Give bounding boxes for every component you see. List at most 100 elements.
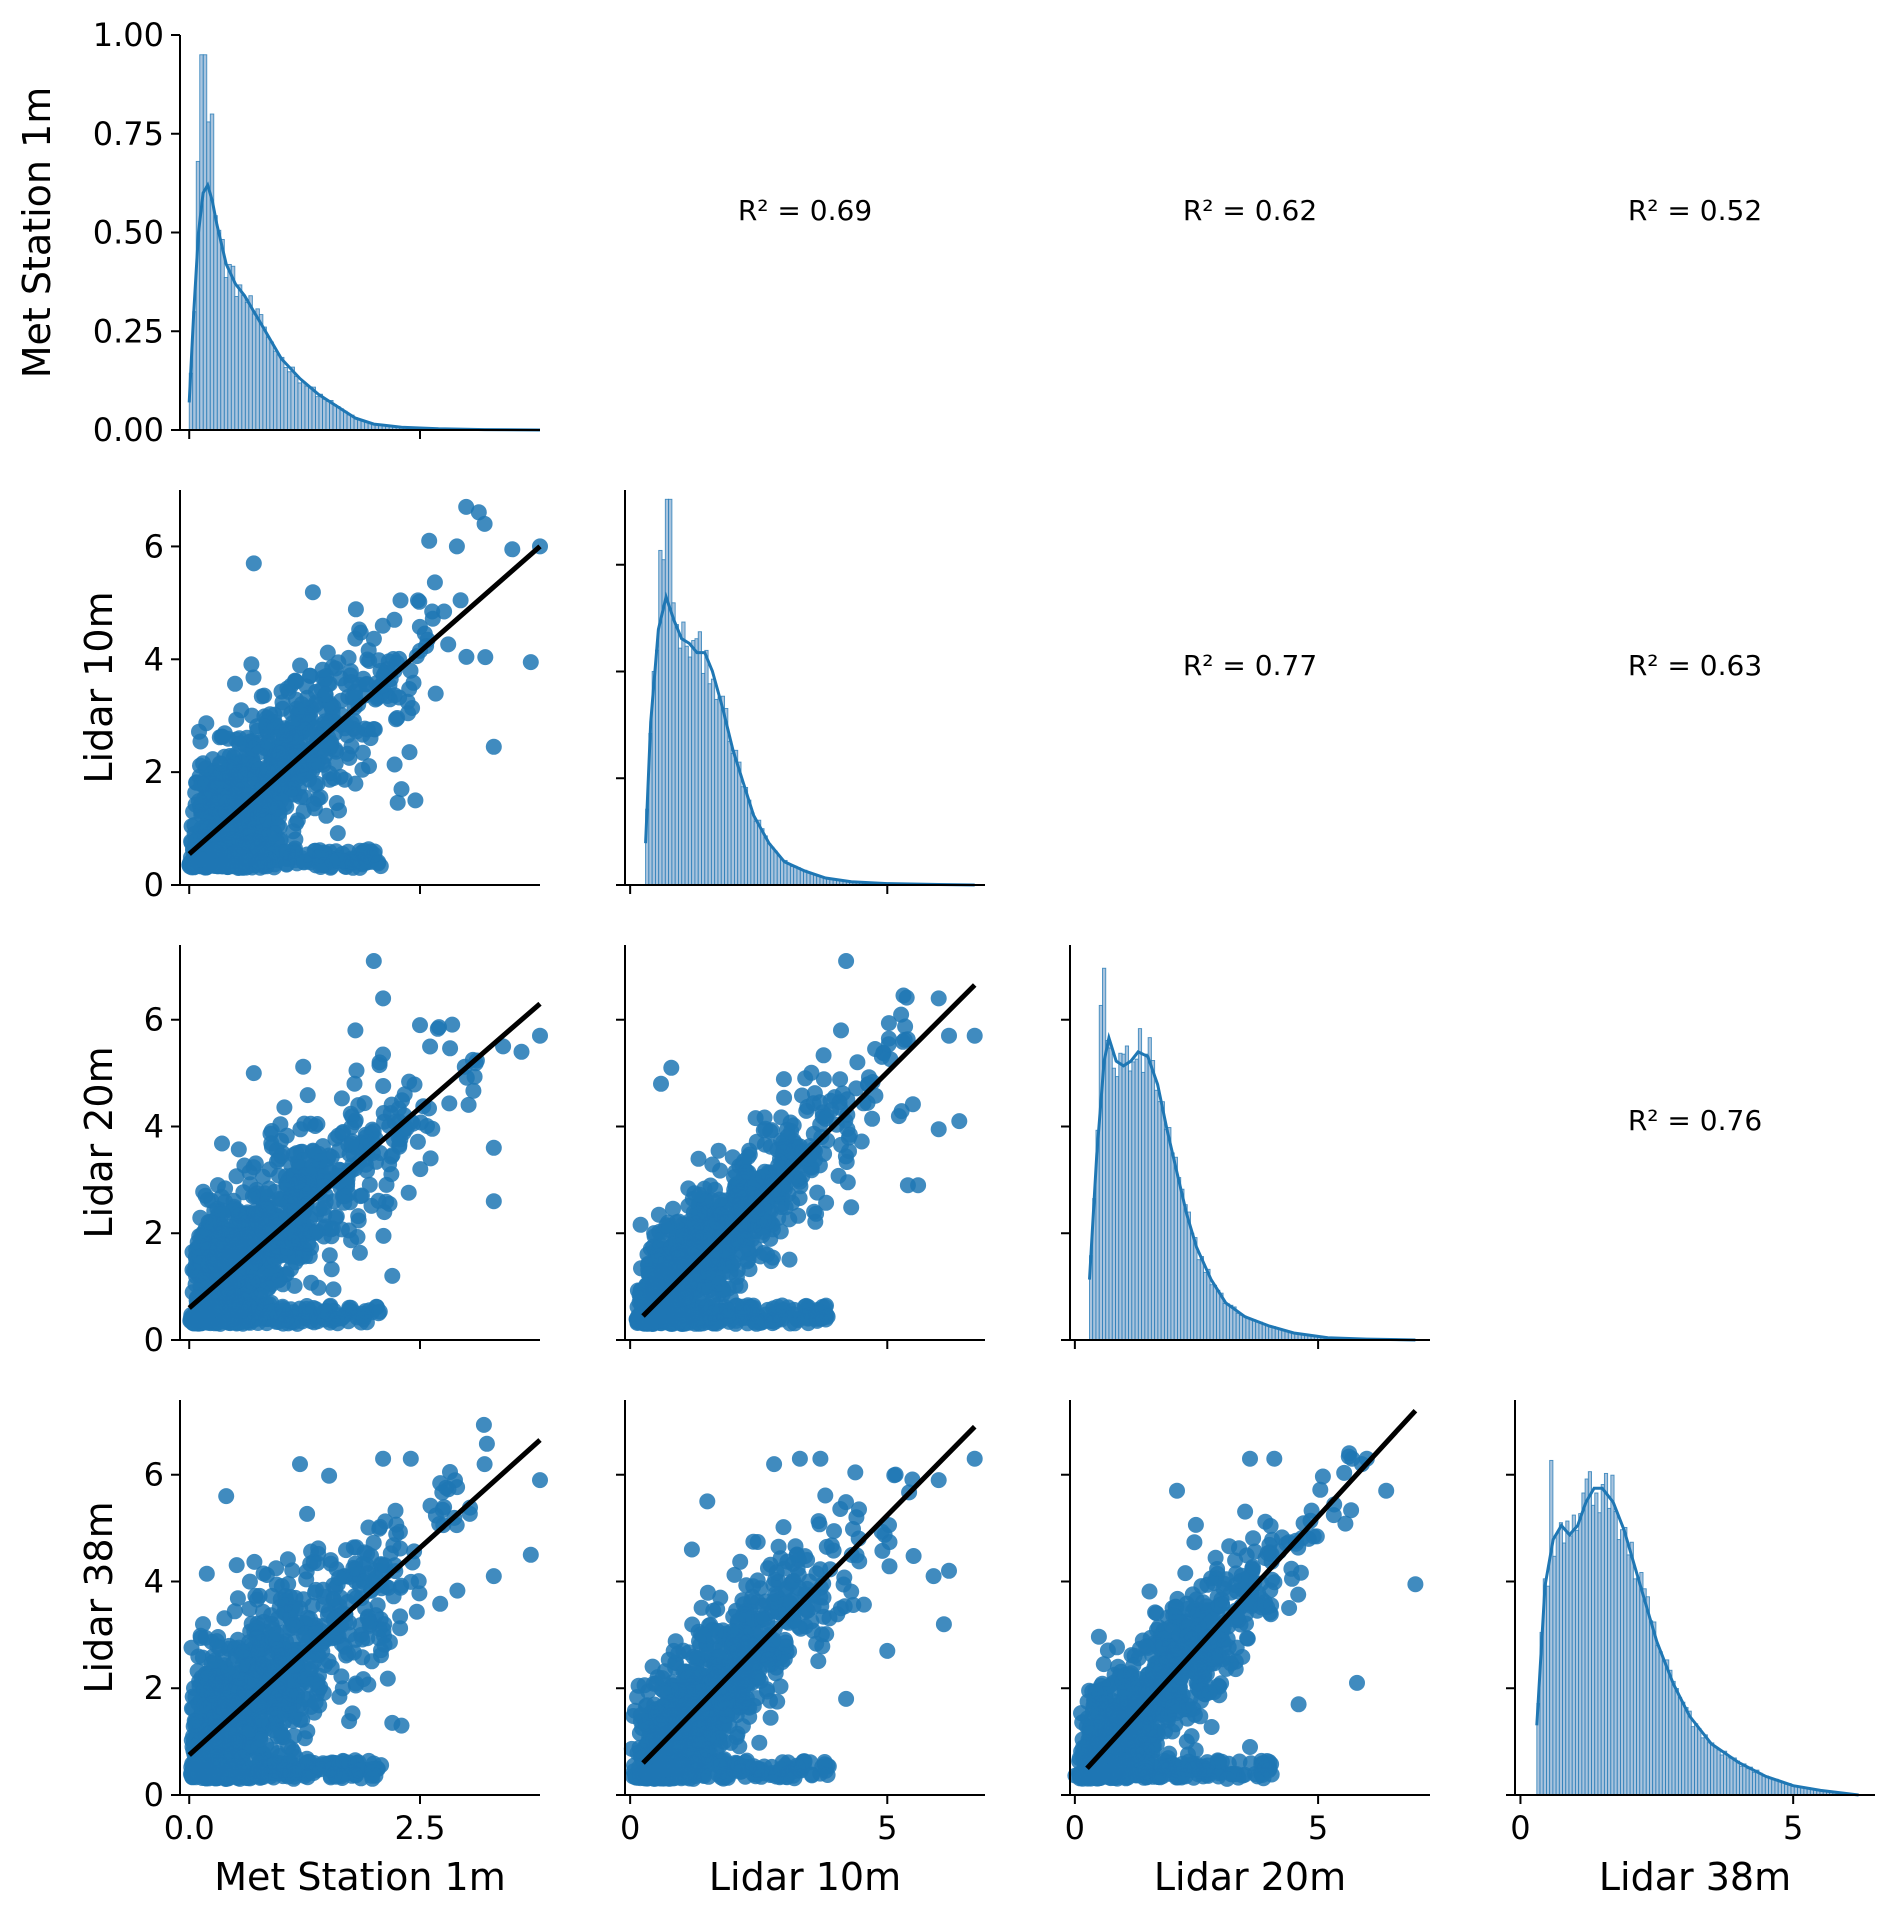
scatter-point [348,1062,365,1079]
scatter-point [186,1262,203,1279]
scatter-point [325,1591,342,1608]
histogram-bar [336,406,341,431]
histogram-bar [1268,1326,1273,1341]
scatter-point [411,1585,428,1602]
histogram-bar [237,284,243,431]
scatter-point [712,1206,729,1223]
scatter-point [807,1151,823,1168]
scatter-point [361,758,377,775]
scatter-point [227,675,243,692]
scatter-point [298,1306,315,1323]
scatter-point [319,644,336,661]
scatter-point [894,1033,911,1050]
scatter-point [790,1207,807,1224]
y-tick-label: 0 [144,866,164,904]
scatter-point [302,1610,318,1627]
scatter-point [411,593,428,610]
histogram-bar [1105,1039,1110,1341]
scatter-point [321,1467,338,1484]
scatter-point [312,859,329,875]
scatter-point [299,1723,316,1740]
scatter-point [258,722,275,739]
scatter-point [216,1738,233,1755]
histogram-bar [276,354,281,431]
y-tick-label: 0.50 [93,214,164,252]
scatter-point [408,1603,425,1620]
scatter-point [427,685,444,702]
histogram-bar [1620,1529,1625,1796]
scatter-point [262,706,278,723]
scatter-point [351,1244,368,1261]
scatter-point [276,1099,293,1116]
scatter-point [809,1184,826,1201]
kde-curve [1535,1486,1859,1797]
histogram-bar [1562,1542,1567,1796]
histogram-bar [1623,1527,1628,1796]
scatter-point [350,1208,367,1225]
scatter-point [226,1603,243,1620]
histogram-bar [1137,1028,1143,1341]
scatter-point [424,1120,441,1137]
scatter-point [245,1159,262,1176]
histogram-bar [269,341,274,431]
histogram-bar [1645,1596,1650,1796]
scatter-point [366,846,383,863]
histogram-bar [763,835,768,886]
histogram-bar [1587,1471,1592,1796]
histogram-bar [1578,1513,1583,1796]
scatter-point [278,1175,295,1192]
scatter-point [477,649,494,666]
histogram-bar [1655,1645,1660,1796]
histogram-bar [1098,1004,1103,1341]
scatter-point [485,1568,502,1585]
scatter-point [429,1020,446,1037]
y-tick-label: 2 [144,753,164,791]
scatter-point [312,1153,329,1169]
histogram-bar [1649,1620,1654,1796]
histogram-bar [1703,1734,1708,1796]
histogram-bar [311,386,316,431]
scatter-point [212,1640,228,1657]
histogram-bar [1190,1232,1195,1341]
histogram-bar [1238,1314,1244,1341]
scatter-point [323,1261,340,1278]
scatter-point [815,1047,832,1064]
diagonal-panel-lidar-10m [624,490,985,894]
scatter-point [371,1303,388,1320]
histogram-bar [1735,1760,1741,1796]
scatter-point [360,1519,377,1536]
histogram-bar [678,647,683,886]
scatter-point [475,1416,492,1433]
scatter-point [405,674,422,691]
scatter-point [211,755,228,772]
scatter-point [346,1075,363,1092]
histogram-bar [1571,1514,1576,1796]
scatter-point [776,1089,793,1106]
scatter-point [340,1302,357,1319]
histogram-bar [789,866,795,886]
scatter-point [309,1555,326,1572]
scatter-point [810,1653,827,1670]
scatter-point [282,1301,299,1318]
scatter-point [710,1275,727,1292]
scatter-point [864,1110,881,1127]
scatter-point [670,1213,687,1230]
scatter-point [321,1247,338,1264]
scatter-point [277,1695,294,1712]
scatter-point [266,825,283,842]
scatter-point [204,787,221,804]
scatter-point [331,1688,348,1705]
histogram-bar [1167,1127,1172,1341]
histogram-bar [1203,1271,1208,1341]
scatter-point [392,1620,409,1637]
histogram-bar [244,301,250,431]
scatter-point [478,1435,495,1452]
histogram-bar [1157,1101,1162,1341]
scatter-point [839,1174,856,1191]
scatter-point [230,1303,247,1320]
scatter-point [379,1670,396,1687]
scatter-point [522,654,539,671]
scatter-point [273,1578,290,1595]
